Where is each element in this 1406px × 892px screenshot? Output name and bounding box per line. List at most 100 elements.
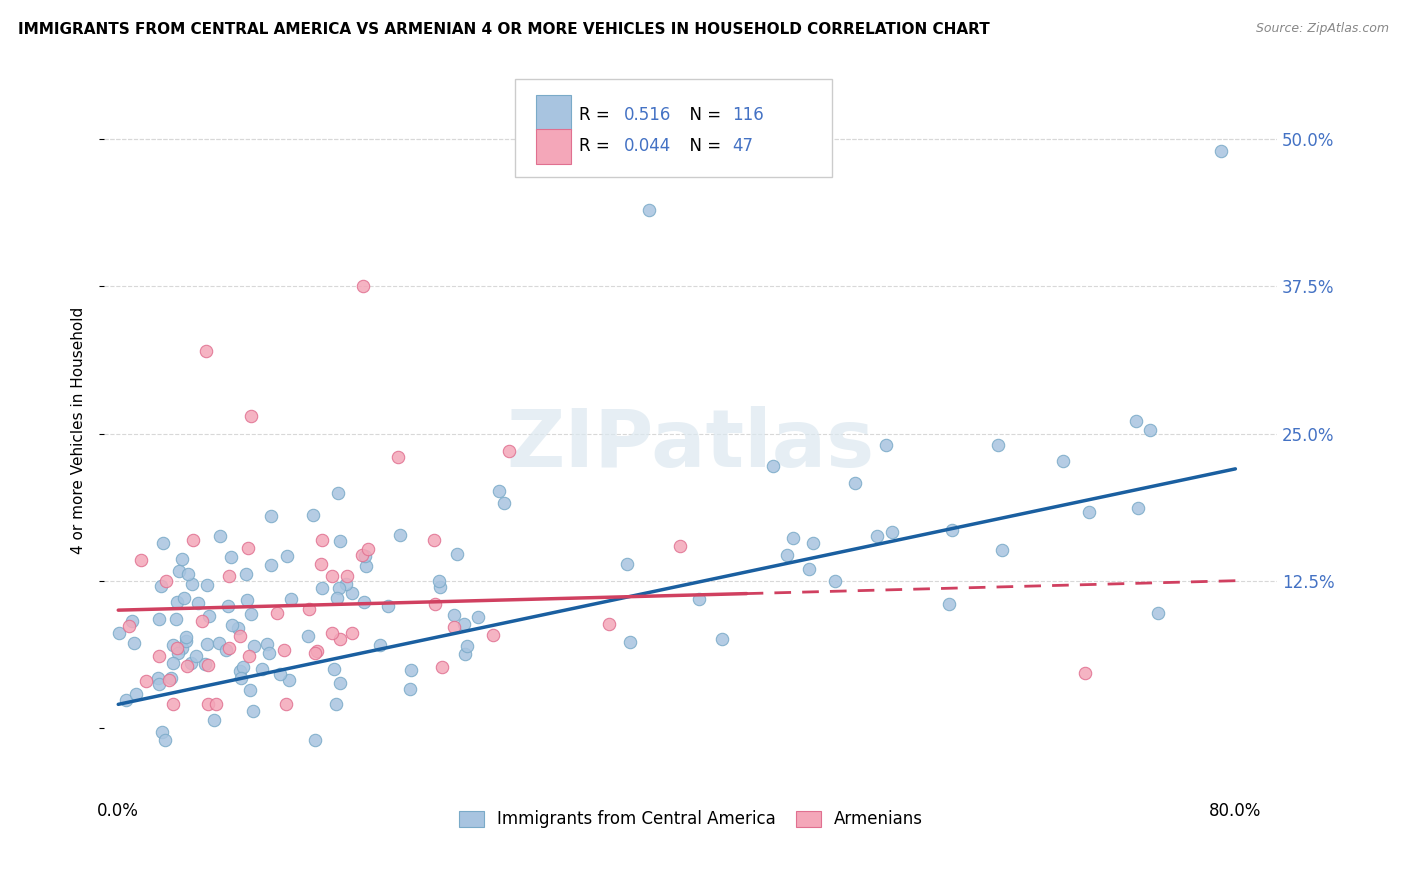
Point <box>398 681 420 696</box>
Point <box>399 664 422 678</box>
Text: ZIPatlas: ZIPatlas <box>506 406 875 484</box>
Point <box>388 528 411 542</box>
Point <box>302 508 325 523</box>
Point <box>616 558 638 572</box>
Point <box>305 643 328 657</box>
Point <box>256 637 278 651</box>
Point <box>180 576 202 591</box>
Point <box>1147 606 1170 620</box>
Point <box>215 643 238 657</box>
FancyBboxPatch shape <box>536 95 571 130</box>
Point <box>135 673 157 688</box>
Point <box>177 567 200 582</box>
Point <box>329 632 352 646</box>
Point <box>197 658 219 673</box>
Point <box>326 591 349 605</box>
Point <box>218 569 240 583</box>
Point <box>165 612 187 626</box>
Point <box>118 619 141 633</box>
Text: N =: N = <box>679 137 727 155</box>
Point <box>208 636 231 650</box>
Point <box>153 732 176 747</box>
Point <box>423 597 446 611</box>
Point <box>170 641 193 656</box>
Point <box>432 660 454 674</box>
Point <box>176 630 198 644</box>
Point <box>340 625 363 640</box>
Point <box>492 496 515 510</box>
Point <box>121 614 143 628</box>
Point <box>443 608 465 623</box>
Point <box>155 574 177 588</box>
Point <box>204 713 226 727</box>
Point <box>186 648 208 663</box>
Point <box>801 536 824 550</box>
Point <box>1052 454 1074 468</box>
Point <box>938 597 960 611</box>
Point <box>323 662 346 676</box>
Point <box>162 698 184 712</box>
Point <box>229 629 252 643</box>
Text: 47: 47 <box>733 137 752 155</box>
Text: 116: 116 <box>733 106 763 124</box>
Point <box>260 508 283 523</box>
Point <box>195 344 218 359</box>
Point <box>180 656 202 670</box>
Point <box>115 692 138 706</box>
Point <box>321 569 343 583</box>
Point <box>336 569 359 583</box>
Point <box>239 682 262 697</box>
Point <box>257 646 280 660</box>
Point <box>866 529 889 543</box>
Point <box>352 279 374 293</box>
Point <box>146 671 169 685</box>
Point <box>1078 505 1101 519</box>
Point <box>321 626 343 640</box>
Point <box>311 533 333 547</box>
Point <box>274 698 297 712</box>
FancyBboxPatch shape <box>515 79 831 178</box>
Text: N =: N = <box>679 106 727 124</box>
Text: Source: ZipAtlas.com: Source: ZipAtlas.com <box>1256 22 1389 36</box>
Point <box>987 438 1010 452</box>
Text: 0.044: 0.044 <box>624 137 671 155</box>
Point <box>148 648 170 663</box>
Point <box>782 531 804 545</box>
Point <box>941 523 963 537</box>
Point <box>181 533 204 547</box>
Point <box>238 649 260 664</box>
Point <box>304 732 326 747</box>
Point <box>148 677 170 691</box>
Point <box>169 564 191 578</box>
Point <box>221 617 243 632</box>
Point <box>174 634 197 648</box>
Text: R =: R = <box>579 106 616 124</box>
FancyBboxPatch shape <box>536 129 571 164</box>
Point <box>356 558 378 573</box>
Point <box>260 558 283 573</box>
Point <box>423 533 446 547</box>
Point <box>357 542 380 557</box>
Point <box>191 614 214 628</box>
Point <box>377 599 399 614</box>
Point <box>276 549 298 564</box>
Point <box>194 657 217 671</box>
Point <box>226 621 249 635</box>
Point <box>427 574 450 588</box>
Point <box>266 606 288 620</box>
Text: 0.516: 0.516 <box>624 106 671 124</box>
Point <box>125 687 148 701</box>
Point <box>280 591 302 606</box>
Point <box>453 617 475 632</box>
Point <box>429 580 451 594</box>
Point <box>1074 665 1097 680</box>
Point <box>229 665 252 679</box>
Point <box>443 620 465 634</box>
Point <box>242 639 264 653</box>
Point <box>387 450 409 464</box>
Point <box>638 202 661 217</box>
Point <box>875 438 897 452</box>
Text: R =: R = <box>579 137 616 155</box>
Point <box>218 599 240 613</box>
Point <box>176 659 198 673</box>
